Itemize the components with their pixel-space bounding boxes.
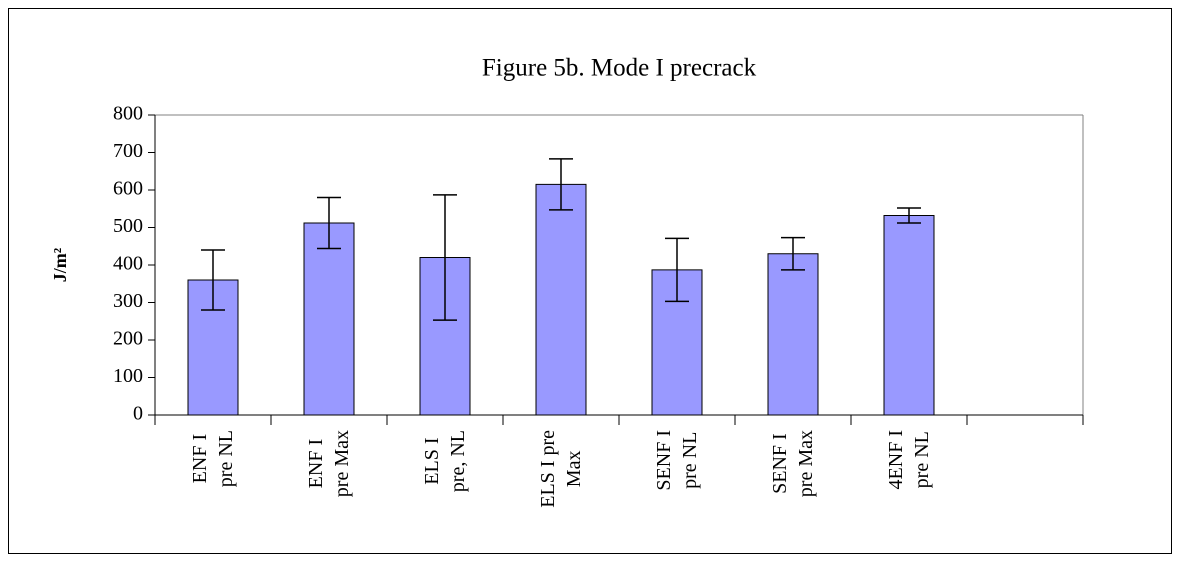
x-tick-label: SENF I pre NL (653, 430, 701, 491)
y-tick-label: 0 (133, 403, 143, 425)
chart-title: Figure 5b. Mode I precrack (482, 55, 757, 82)
y-tick-label: 800 (113, 103, 143, 125)
x-tick-label: ELS I pre Max (537, 430, 585, 508)
bar (767, 253, 819, 416)
y-tick-label: 500 (113, 215, 143, 237)
bar (883, 215, 935, 416)
bar (535, 183, 587, 416)
y-tick-label: 100 (113, 365, 143, 387)
x-tick-label: ELS I pre, NL (421, 430, 469, 493)
chart-frame (8, 8, 1172, 554)
y-axis-label: J/m² (50, 248, 70, 282)
bar (303, 222, 355, 416)
y-tick-label: 300 (113, 290, 143, 312)
y-tick-label: 200 (113, 328, 143, 350)
y-tick-label: 600 (113, 178, 143, 200)
x-tick-label: ENF I pre NL (189, 430, 237, 488)
x-tick-label: SENF I pre Max (769, 430, 817, 498)
x-tick-label: ENF I pre Max (305, 430, 353, 498)
y-tick-label: 700 (113, 140, 143, 162)
x-tick-label: 4ENF I pre NL (885, 430, 933, 490)
y-tick-label: 400 (113, 253, 143, 275)
